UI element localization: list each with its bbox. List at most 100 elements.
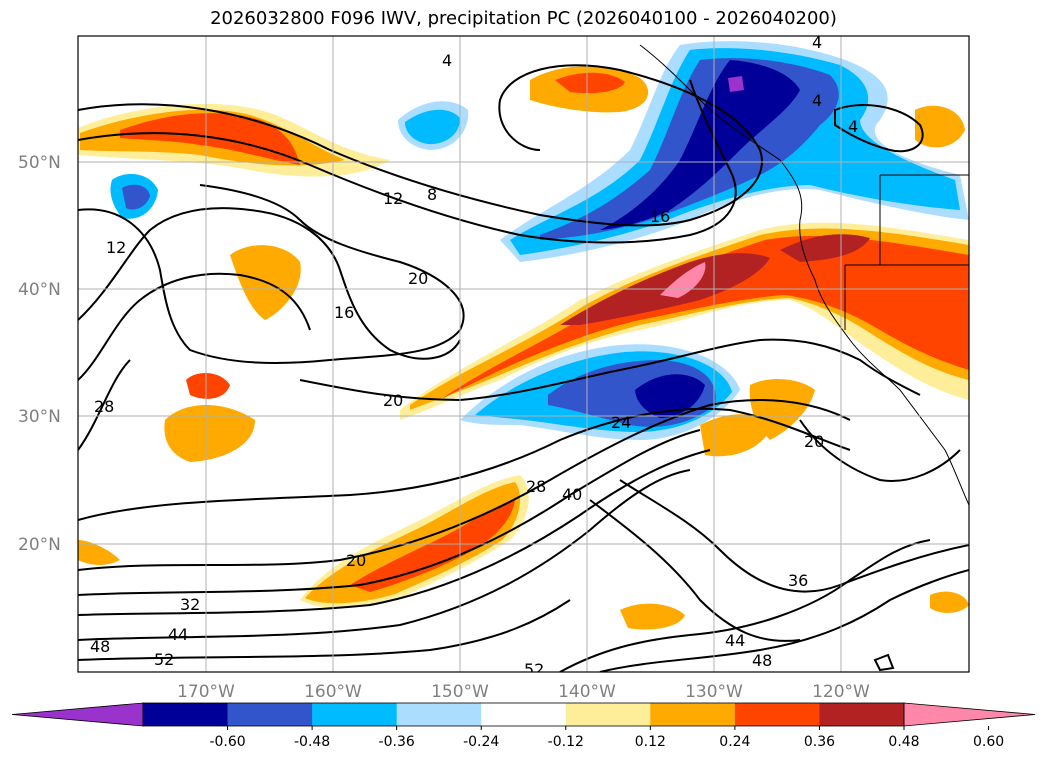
- colorbar-tick-label: 0.48: [888, 734, 919, 750]
- colorbar-segment: [650, 703, 736, 726]
- negative-anomaly-region: [728, 76, 744, 92]
- lon-label: 120°W: [812, 682, 870, 702]
- contour-label: 28: [94, 397, 114, 416]
- colorbar-tick-label: -0.60: [209, 734, 245, 750]
- contour-line: [559, 539, 931, 672]
- lat-label: 30°N: [18, 407, 61, 427]
- colorbar-tick-label: 0.36: [804, 734, 835, 750]
- negative-anomaly-region: [122, 184, 150, 210]
- colorbar-segment: [396, 703, 482, 726]
- gridlines: [78, 36, 969, 672]
- contour-label: 20: [383, 391, 403, 410]
- positive-anomaly-region: [78, 540, 120, 565]
- positive-anomaly-region: [915, 105, 965, 148]
- positive-anomaly-region: [164, 405, 255, 462]
- contour-line: [78, 399, 851, 571]
- contour-label: 4: [812, 33, 822, 52]
- contour-line: [834, 104, 924, 153]
- contour-line: [78, 429, 701, 596]
- colorbar-tick-label: 0.24: [719, 734, 750, 750]
- contour-line: [799, 419, 961, 482]
- contour-label: 20: [346, 551, 366, 570]
- lat-label: 40°N: [18, 280, 61, 300]
- contour-label: 48: [752, 651, 772, 670]
- lon-label: 150°W: [431, 682, 489, 702]
- map-title: 2026032800 F096 IWV, precipitation PC (2…: [210, 8, 837, 29]
- contour-label: 16: [334, 303, 354, 322]
- colorbar-segment: [143, 703, 229, 726]
- colorbar-tick-label: 0.60: [973, 734, 1004, 750]
- contour-label: 52: [154, 650, 174, 669]
- lat-label: 50°N: [18, 153, 61, 173]
- contour-label: 40: [562, 485, 582, 504]
- map-frame: [77, 35, 970, 673]
- contour-label: 44: [725, 631, 745, 650]
- contour-label: 12: [383, 189, 403, 208]
- colorbar-tick-label: -0.12: [548, 734, 584, 750]
- positive-anomaly-region: [620, 603, 685, 630]
- contour-line: [78, 184, 465, 364]
- negative-anomaly-region: [635, 374, 705, 418]
- contour-line: [78, 359, 131, 451]
- contour-label: 20: [804, 432, 824, 451]
- contour-label: 4: [848, 117, 858, 136]
- contour-label: 32: [180, 595, 200, 614]
- lon-label: 140°W: [558, 682, 616, 702]
- colorbar-frame: [142, 702, 905, 727]
- positive-anomaly-region: [440, 235, 969, 400]
- contour-label: 8: [427, 185, 437, 204]
- latitude-labels: 50°N 40°N 30°N 20°N: [18, 153, 61, 555]
- contour-line: [619, 479, 969, 593]
- contour-labels: 4 4 4 4 8 12 12 16 16 20 20 20 20 24 28 …: [90, 33, 858, 679]
- contour-line: [299, 338, 921, 402]
- contour-label: 4: [812, 91, 822, 110]
- contour-line: [78, 79, 737, 244]
- contour-line: [873, 653, 895, 672]
- contour-label: 44: [168, 625, 188, 644]
- positive-anomaly-region: [555, 72, 625, 94]
- lon-label: 170°W: [177, 682, 235, 702]
- positive-anomaly-region: [350, 500, 515, 592]
- map-layers: 4 4 4 4 8 12 12 16 16 20 20 20 20 24 28 …: [78, 33, 969, 679]
- contour-label: 24: [611, 413, 631, 432]
- contour-label: 52: [524, 660, 544, 679]
- positive-anomaly-region: [780, 234, 870, 262]
- contour-label: 16: [650, 207, 670, 226]
- negative-anomaly-region: [405, 109, 460, 145]
- contour-line: [78, 207, 461, 360]
- colorbar-segment: [481, 703, 567, 726]
- contour-label: 48: [90, 637, 110, 656]
- lat-label: 20°N: [18, 535, 61, 555]
- colorbar-extend-min: [11, 702, 144, 727]
- positive-anomaly-region: [120, 113, 300, 165]
- coastline: [639, 44, 969, 506]
- contour-line: [599, 569, 969, 672]
- contour-label: 28: [526, 477, 546, 496]
- positive-anomaly-region: [700, 414, 770, 457]
- positive-anomaly-region: [186, 373, 230, 399]
- colorbar-tick-label: -0.36: [379, 734, 415, 750]
- contour-line: [78, 599, 571, 661]
- colorbar-tick-label: -0.24: [463, 734, 499, 750]
- colorbar-tick-label: 0.12: [635, 734, 666, 750]
- colorbar-segment: [227, 703, 313, 726]
- colorbar-extend-max: [903, 702, 1036, 727]
- lon-label: 160°W: [304, 682, 362, 702]
- colorbar-tick-label: -0.48: [294, 734, 330, 750]
- negative-anomaly-region: [600, 60, 800, 230]
- state-border: [844, 174, 969, 330]
- contour-label: 20: [408, 269, 428, 288]
- contour-label: 4: [442, 51, 452, 70]
- contour-line: [78, 272, 311, 381]
- colorbar: -0.60 -0.48 -0.36 -0.24 -0.12 0.12 0.24 0.36 0.4…: [11, 702, 1036, 750]
- contour-line: [78, 64, 763, 227]
- colorbar-segment: [565, 703, 651, 726]
- contour-label: 36: [788, 571, 808, 590]
- longitude-labels: 170°W 160°W 150°W 140°W 130°W 120°W: [177, 682, 870, 702]
- colorbar-segment: [312, 703, 398, 726]
- colorbar-segment: [819, 703, 905, 726]
- colorbar-segment: [734, 703, 820, 726]
- contour-line: [589, 499, 801, 642]
- contour-label: 12: [106, 238, 126, 257]
